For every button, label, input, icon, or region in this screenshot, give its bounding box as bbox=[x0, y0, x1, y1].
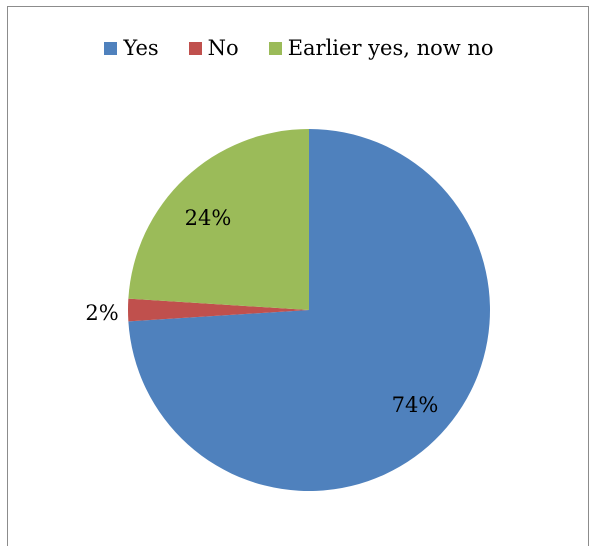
pie-slice-no bbox=[128, 298, 309, 322]
legend-swatch-no bbox=[188, 41, 202, 55]
legend-item-no: No bbox=[188, 36, 239, 60]
data-label-yes: 74% bbox=[392, 393, 439, 417]
legend-label-yes: Yes bbox=[123, 36, 159, 60]
chart-legend: Yes No Earlier yes, now no bbox=[0, 36, 598, 60]
legend-label-earlier-yes-now-no: Earlier yes, now no bbox=[287, 36, 494, 60]
legend-swatch-earlier-yes-now-no bbox=[268, 41, 282, 55]
chart-frame bbox=[7, 6, 589, 546]
legend-item-earlier-yes-now-no: Earlier yes, now no bbox=[268, 36, 494, 60]
pie-slice-yes bbox=[128, 129, 491, 491]
data-label-earlier-yes-now-no: 24% bbox=[185, 206, 232, 230]
legend-label-no: No bbox=[207, 36, 239, 60]
legend-item-yes: Yes bbox=[104, 36, 159, 60]
legend-swatch-yes bbox=[104, 41, 118, 55]
pie-slice-earlier-yes-now-no bbox=[128, 129, 309, 310]
data-label-no: 2% bbox=[85, 301, 118, 325]
